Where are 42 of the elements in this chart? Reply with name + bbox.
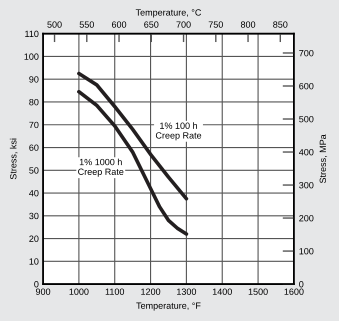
x2-tick-label: 750	[208, 21, 223, 28]
annotation: 1% 100 h Creep Rate	[156, 122, 202, 140]
y-tick-label: 40	[29, 190, 39, 196]
x-tick-label: 1600	[284, 288, 304, 295]
x2-tick-label: 650	[144, 21, 158, 28]
x-tick-label: 1400	[212, 288, 232, 295]
x2-tick-label: 850	[273, 21, 288, 28]
y-tick-label: 60	[29, 144, 39, 151]
y-tick-label: 20	[29, 236, 39, 242]
y2-tick-label: 700	[299, 50, 314, 56]
y-tick-label: 0	[34, 281, 39, 288]
x-tick-label: 1500	[248, 288, 268, 295]
x2-tick-label: 600	[112, 21, 126, 28]
y2-tick-label: 0	[299, 281, 304, 288]
y-tick-label: 50	[29, 167, 39, 174]
x2-tick-label: 500	[47, 21, 62, 28]
x-tick-label: 900	[36, 288, 50, 295]
y-tick-label: 70	[29, 122, 39, 128]
y-tick-label: 10	[30, 258, 39, 265]
annotation: 1% 1000 h Creep Rate	[78, 158, 124, 177]
y-tick-label: 90	[29, 76, 39, 83]
x2-tick-label: 550	[80, 21, 94, 28]
y-tick-label: 30	[29, 212, 39, 220]
y2-tick-label: 400	[298, 148, 314, 156]
x-tick-label: 1300	[177, 288, 196, 295]
y2-axis-title: Stress, MPa	[320, 134, 328, 184]
y-axis-title: Stress, ksi	[10, 138, 18, 180]
x-tick-label: 1000	[70, 288, 89, 295]
y-tick-label: 80	[29, 98, 39, 106]
y2-tick-label: 500	[299, 116, 314, 122]
y-tick-label: 110	[25, 30, 39, 38]
x2-tick-label: 700	[176, 21, 191, 28]
y2-tick-label: 300	[299, 182, 314, 188]
y-tick-label: 100	[24, 53, 39, 60]
x2-axis-title: Temperature, °C	[136, 9, 202, 18]
y2-tick-label: 200	[299, 215, 314, 222]
x-tick-label: 1100	[106, 288, 124, 295]
y2-tick-label: 600	[299, 82, 314, 90]
x-tick-label: 1200	[141, 288, 160, 295]
x-axis-title: Temperature, °F	[136, 302, 201, 311]
y2-tick-label: 100	[299, 248, 314, 254]
x2-tick-label: 800	[240, 21, 256, 28]
